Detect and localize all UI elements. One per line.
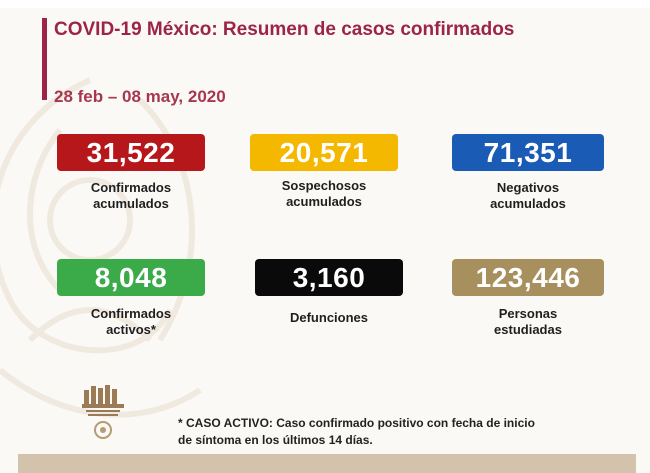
negative-total-box: 71,351 bbox=[452, 134, 604, 171]
footnote: * CASO ACTIVO: Caso confirmado positivo … bbox=[178, 415, 608, 449]
label-line: estudiadas bbox=[494, 322, 562, 337]
active-confirmed-label: Confirmados activos* bbox=[57, 306, 205, 338]
label-line: Confirmados bbox=[90, 306, 172, 321]
label-line: Defunciones bbox=[289, 310, 368, 325]
people-studied-box: 123,446 bbox=[452, 259, 604, 296]
label-line: Sospechosos bbox=[281, 178, 367, 193]
footnote-line: * CASO ACTIVO: Caso confirmado positivo … bbox=[178, 416, 535, 430]
label-line: acumulados bbox=[93, 196, 169, 211]
government-seal-icon bbox=[82, 385, 124, 439]
accent-bar bbox=[42, 18, 47, 100]
deaths-label: Defunciones bbox=[255, 310, 403, 326]
confirmed-total-box: 31,522 bbox=[57, 134, 205, 171]
deaths-box: 3,160 bbox=[255, 259, 403, 296]
page-title: COVID-19 México: Resumen de casos confir… bbox=[54, 19, 515, 40]
footnote-line: de síntoma en los últimos 14 días. bbox=[178, 433, 373, 447]
active-confirmed-box: 8,048 bbox=[57, 259, 205, 296]
label-line: activos* bbox=[106, 322, 156, 337]
label-line: Negativos bbox=[496, 180, 560, 195]
confirmed-total-label: Confirmados acumulados bbox=[57, 180, 205, 212]
label-line: Confirmados bbox=[90, 180, 172, 195]
frame-top bbox=[0, 0, 650, 8]
label-line: Personas bbox=[498, 306, 558, 321]
label-line: acumulados bbox=[490, 196, 566, 211]
eagle-emblem-watermark-icon bbox=[0, 77, 202, 418]
date-range: 28 feb – 08 may, 2020 bbox=[54, 87, 226, 106]
label-line: acumulados bbox=[286, 194, 362, 209]
suspected-total-label: Sospechosos acumulados bbox=[250, 178, 398, 210]
people-studied-label: Personas estudiadas bbox=[452, 306, 604, 338]
negative-total-label: Negativos acumulados bbox=[452, 180, 604, 212]
suspected-total-box: 20,571 bbox=[250, 134, 398, 171]
bottom-bar bbox=[18, 454, 636, 473]
